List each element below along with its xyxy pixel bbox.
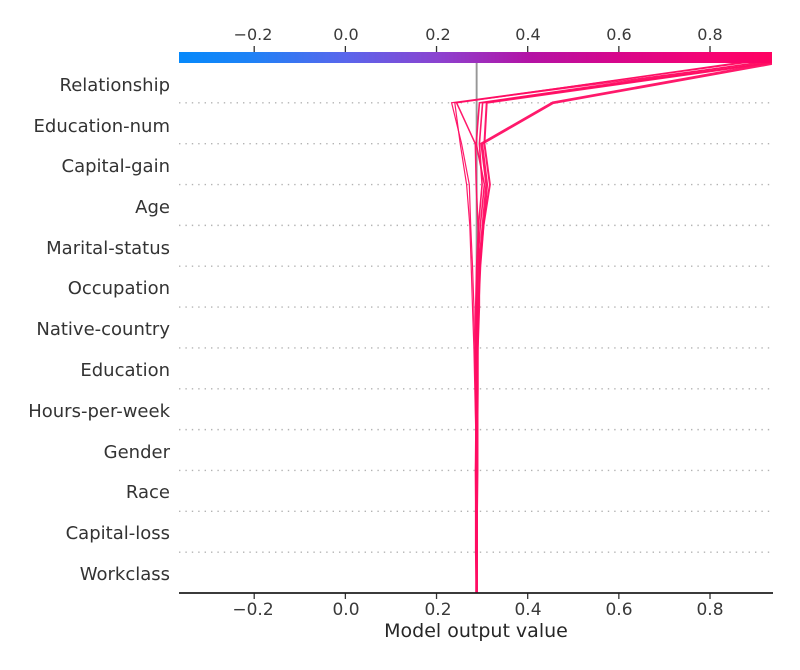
feature-label-education: Education — [80, 360, 170, 381]
feature-label-age: Age — [135, 197, 170, 218]
feature-gridlines — [179, 102, 772, 553]
colorbar-tick-marks — [253, 46, 711, 52]
feature-label-capital-loss: Capital-loss — [66, 523, 170, 544]
feature-label-capital-gain: Capital-gain — [62, 156, 170, 177]
colorbar-tick-label: −0.2 — [234, 25, 273, 44]
x-tick-label: 0.2 — [424, 600, 451, 620]
feature-label-occupation: Occupation — [68, 278, 170, 299]
decision-paths — [450, 62, 772, 593]
x-axis-title: Model output value — [384, 620, 568, 642]
x-axis-tick-marks — [253, 593, 711, 599]
colorbar-tick-label: 0.8 — [697, 25, 722, 44]
x-tick-label: 0.0 — [332, 600, 359, 620]
feature-label-workclass: Workclass — [80, 564, 170, 585]
feature-label-hours-per-week: Hours-per-week — [28, 401, 170, 422]
feature-label-marital-status: Marital-status — [46, 238, 170, 259]
feature-label-native-country: Native-country — [36, 319, 170, 340]
feature-label-gender: Gender — [104, 442, 171, 463]
x-tick-label: 0.8 — [696, 600, 723, 620]
colorbar-tick-label: 0.4 — [515, 25, 540, 44]
decision-path-observation-4 — [450, 62, 751, 593]
feature-label-relationship: Relationship — [60, 75, 171, 96]
decision-path-observation-5 — [454, 62, 766, 593]
feature-label-education-num: Education-num — [34, 116, 170, 137]
colorbar — [179, 52, 772, 63]
decision-path-observation-6 — [455, 62, 745, 593]
x-tick-label: 0.4 — [514, 600, 541, 620]
feature-label-race: Race — [126, 482, 170, 503]
colorbar-tick-label: 0.2 — [425, 25, 450, 44]
x-tick-label: −0.2 — [232, 600, 273, 620]
colorbar-tick-label: 0.6 — [606, 25, 631, 44]
decision-path-observation-1 — [475, 62, 772, 593]
decision-path-observation-3 — [475, 62, 763, 593]
decision-path-observation-7 — [475, 62, 772, 593]
decision-path-observation-2 — [474, 62, 772, 593]
colorbar-tick-label: 0.0 — [333, 25, 358, 44]
x-tick-label: 0.6 — [605, 600, 632, 620]
